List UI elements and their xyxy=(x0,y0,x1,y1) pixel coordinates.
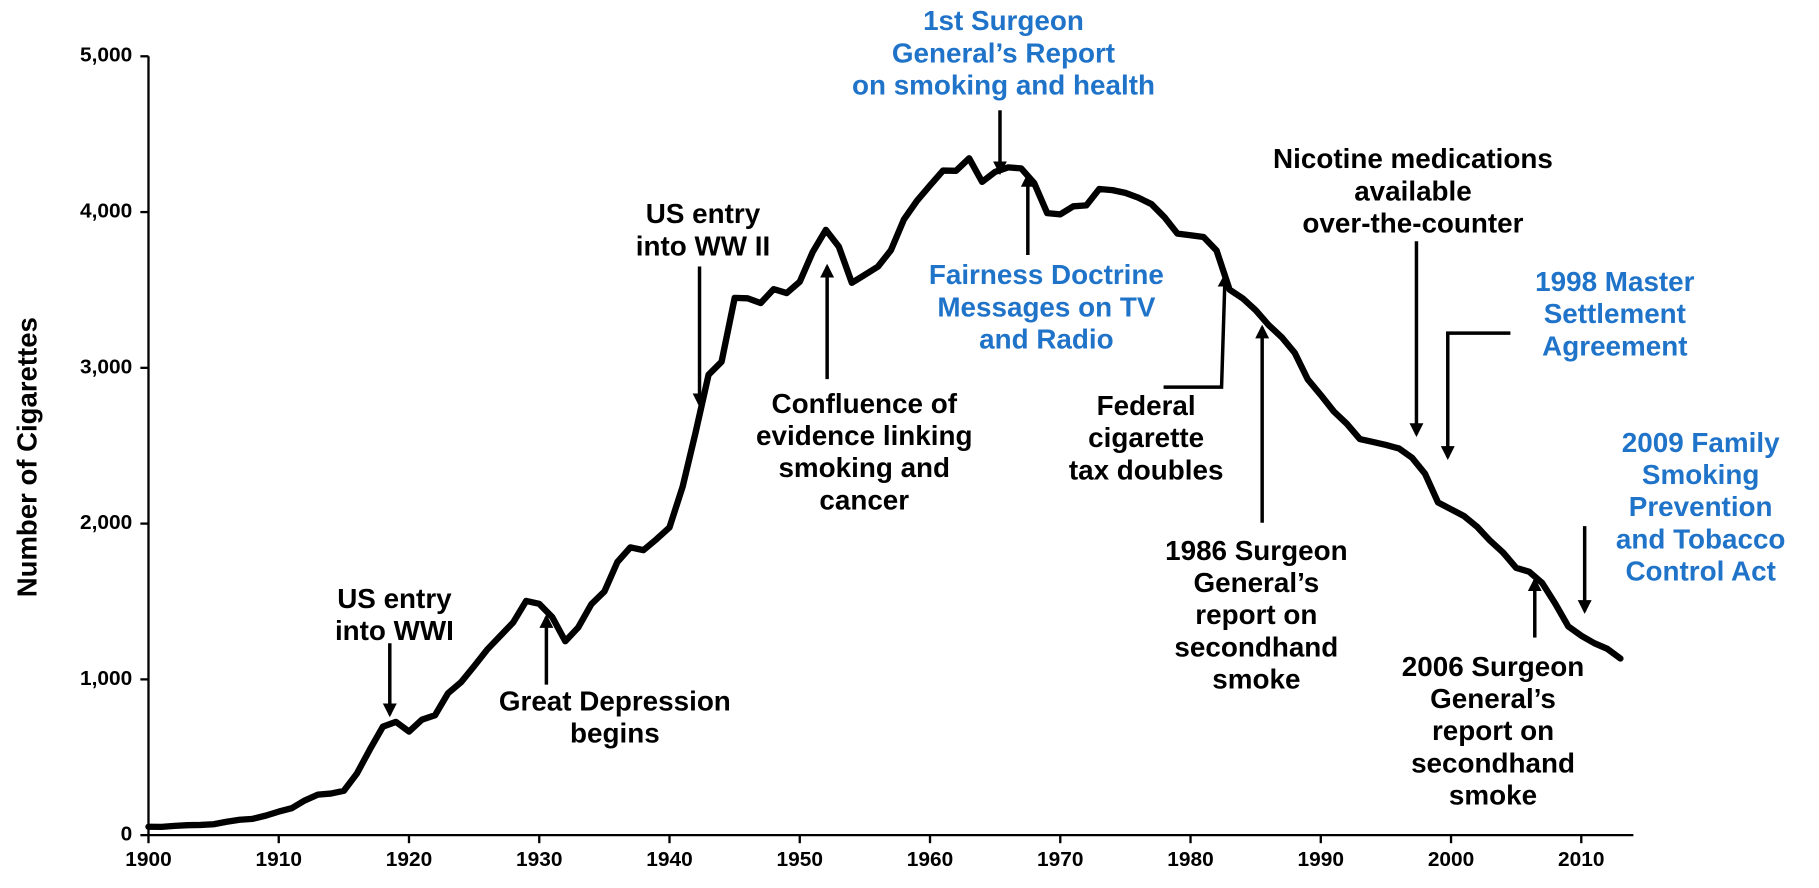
y-axis-label: Number of Cigarettes xyxy=(11,317,42,597)
x-tick-label: 2000 xyxy=(1428,848,1474,871)
annotation-text: 2009 Family xyxy=(1622,427,1780,458)
annotation-arrow xyxy=(1163,272,1232,389)
y-tick-label: 0 xyxy=(121,823,133,846)
annotation-text: smoking and xyxy=(778,452,950,483)
x-tick-label: 1910 xyxy=(256,848,302,871)
x-tick-label: 1930 xyxy=(516,848,562,871)
annotation-text: Agreement xyxy=(1542,330,1687,361)
annotation-text: 2006 Surgeon xyxy=(1402,651,1584,682)
annotation-text: on smoking and health xyxy=(852,70,1155,101)
annotation-text: General’s Report xyxy=(892,38,1115,69)
annotation-text: evidence linking xyxy=(756,420,972,451)
annotation-text: Prevention xyxy=(1629,491,1773,522)
annotation-text: tax doubles xyxy=(1069,455,1224,486)
y-tick-label: 4,000 xyxy=(80,200,132,223)
annotation-text: into WW II xyxy=(636,231,770,262)
annotation-text: cigarette xyxy=(1088,422,1204,453)
annotation-text: cancer xyxy=(819,484,909,515)
annotation-text: Federal xyxy=(1097,390,1196,421)
x-tick-label: 1940 xyxy=(646,848,692,871)
annotation-text: Control Act xyxy=(1625,556,1775,587)
annotation-text: Settlement xyxy=(1544,298,1686,329)
x-tick-label: 1970 xyxy=(1037,848,1083,871)
x-tick-label: 1990 xyxy=(1298,848,1344,871)
annotation-text: available xyxy=(1354,175,1472,206)
annotation-text: Messages on TV xyxy=(937,291,1156,322)
annotation-text: 1998 Master xyxy=(1535,266,1695,297)
x-tick-label: 2010 xyxy=(1558,848,1604,871)
annotation-text: Confluence of xyxy=(772,388,958,419)
x-tick-label: 1920 xyxy=(386,848,432,871)
annotation-text: into WWI xyxy=(335,615,454,646)
x-tick-label: 1900 xyxy=(125,848,171,871)
annotation-text: smoke xyxy=(1449,780,1537,811)
x-tick-label: 1950 xyxy=(777,848,823,871)
annotation-text: report on xyxy=(1432,715,1554,746)
annotation-text: Smoking xyxy=(1642,459,1759,490)
data-line xyxy=(145,155,1624,831)
annotation-text: and Radio xyxy=(979,324,1113,355)
annotation-text: report on xyxy=(1195,599,1317,630)
annotation-text: 1st Surgeon xyxy=(923,5,1084,36)
y-tick-label: 2,000 xyxy=(80,511,132,534)
annotation-arrow xyxy=(1440,331,1511,460)
y-tick-label: 1,000 xyxy=(80,667,132,690)
annotation-text: US entry xyxy=(646,198,761,229)
annotation-text: General’s xyxy=(1430,683,1556,714)
annotation-text: Great Depression xyxy=(499,685,731,716)
annotation-text: US entry xyxy=(337,583,452,614)
x-tick-label: 1980 xyxy=(1167,848,1213,871)
annotation-text: secondhand xyxy=(1411,747,1575,778)
annotation-text: Nicotine medications xyxy=(1273,143,1553,174)
annotation-text: secondhand xyxy=(1174,631,1338,662)
y-tick-label: 5,000 xyxy=(80,44,132,67)
annotation-text: smoke xyxy=(1212,664,1300,695)
annotation-text: and Tobacco xyxy=(1616,523,1786,554)
annotation-text: over-the-counter xyxy=(1302,208,1523,239)
y-tick-label: 3,000 xyxy=(80,355,132,378)
annotation-text: begins xyxy=(570,718,660,749)
annotation-text: 1986 Surgeon xyxy=(1165,535,1347,566)
annotation-text: General’s xyxy=(1193,567,1319,598)
x-tick-label: 1960 xyxy=(907,848,953,871)
annotation-text: Fairness Doctrine xyxy=(929,259,1164,290)
